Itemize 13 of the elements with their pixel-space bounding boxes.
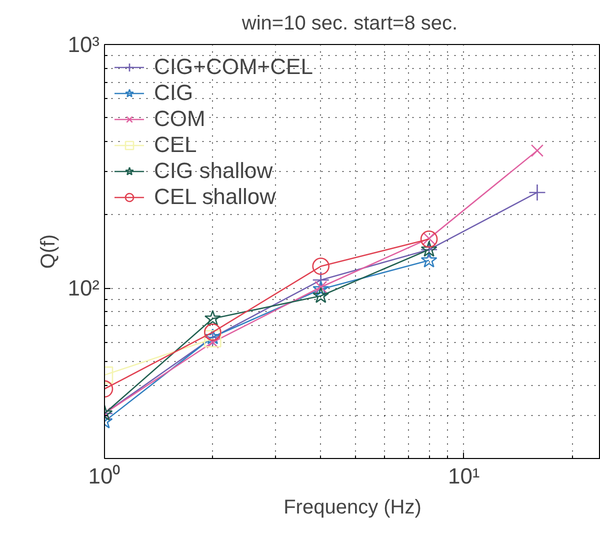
- x-tick-label: 10¹: [448, 464, 480, 488]
- x-axis-title: Frequency (Hz): [284, 496, 422, 518]
- y-tick-label: 10³: [68, 32, 100, 57]
- y-axis-title: Q(f): [38, 234, 60, 269]
- chart-title: win=10 sec. start=8 sec.: [240, 12, 458, 34]
- y-tick-label: 10²: [68, 276, 100, 301]
- legend-label: CIG: [154, 80, 194, 106]
- legend-label: CEL: [154, 132, 197, 158]
- x-tick-label: 10⁰: [88, 464, 121, 488]
- legend-label: CEL shallow: [154, 184, 276, 210]
- legend-label: CIG shallow: [154, 158, 273, 184]
- legend-label: CIG+COM+CEL: [154, 54, 313, 80]
- legend-label: COM: [154, 106, 206, 132]
